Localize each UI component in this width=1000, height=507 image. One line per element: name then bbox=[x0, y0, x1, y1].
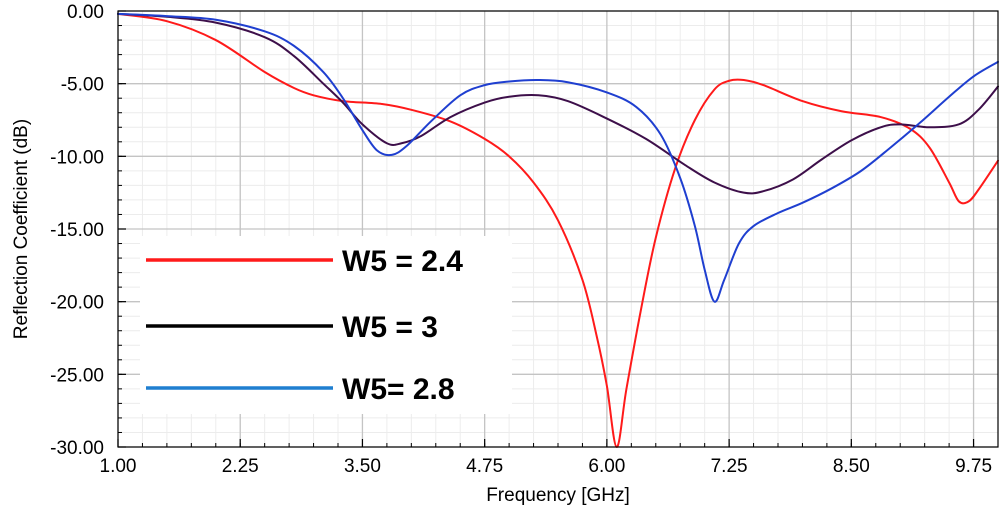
x-tick-label: 2.25 bbox=[222, 456, 259, 477]
legend-label-w5-2-8: W5= 2.8 bbox=[342, 373, 455, 406]
y-tick-label: -25.00 bbox=[50, 365, 104, 386]
y-tick-label: -10.00 bbox=[50, 147, 104, 168]
y-tick-label: 0.00 bbox=[67, 2, 104, 23]
y-tick-label: -20.00 bbox=[50, 293, 104, 314]
minor-ticks bbox=[117, 10, 999, 448]
series-layer bbox=[117, 12, 999, 449]
x-tick-labels: 1.00 2.25 3.50 4.75 6.00 7.25 8.50 9.75 bbox=[100, 456, 993, 477]
legend-label-w5-2-4: W5 = 2.4 bbox=[342, 245, 463, 278]
x-tick-label: 6.00 bbox=[588, 456, 625, 477]
series-line-w5-2-4 bbox=[117, 12, 999, 449]
y-tick-label: -30.00 bbox=[50, 438, 104, 459]
x-tick-label: 9.75 bbox=[955, 456, 992, 477]
x-tick-label: 7.25 bbox=[711, 456, 748, 477]
x-tick-label: 4.75 bbox=[466, 456, 503, 477]
y-tick-labels: 0.00 -5.00 -10.00 -15.00 -20.00 -25.00 -30.00 bbox=[50, 2, 104, 459]
x-axis-title: Frequency [GHz] bbox=[486, 485, 630, 506]
x-tick-label: 3.50 bbox=[344, 456, 381, 477]
series-line-w5-3 bbox=[117, 12, 999, 195]
legend: W5 = 2.4 W5 = 3 W5= 2.8 bbox=[140, 236, 512, 414]
x-tick-label: 8.50 bbox=[833, 456, 870, 477]
y-tick-label: -15.00 bbox=[50, 220, 104, 241]
legend-label-w5-3: W5 = 3 bbox=[342, 311, 438, 344]
y-axis-title: Reflection Coefficient (dB) bbox=[11, 119, 32, 339]
series-line-w5-2-8 bbox=[117, 12, 999, 303]
x-tick-label: 1.00 bbox=[100, 456, 137, 477]
y-tick-label: -5.00 bbox=[61, 75, 104, 96]
